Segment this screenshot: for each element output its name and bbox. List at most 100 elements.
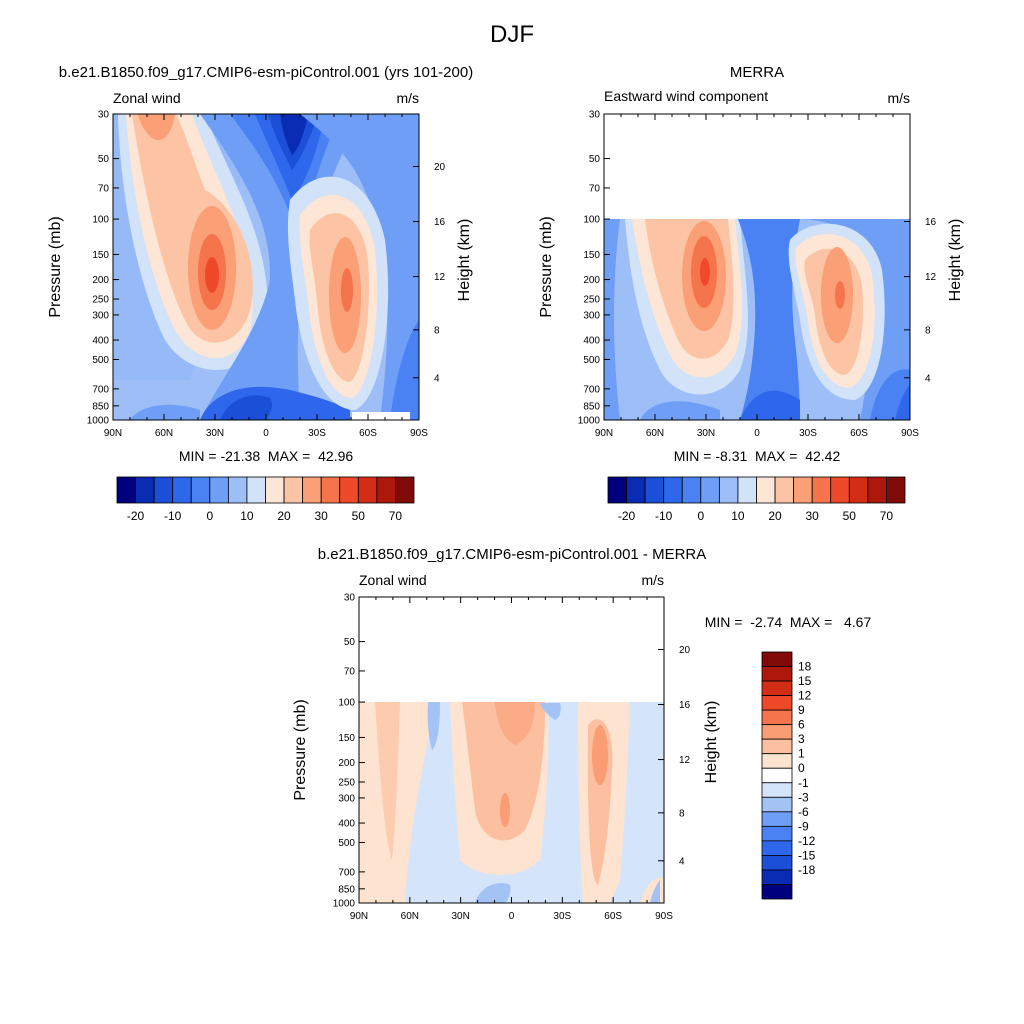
panel-diff-xtick-label: 60S xyxy=(604,911,622,922)
panel-obs-xtick-label: 30N xyxy=(697,428,715,439)
panel-obs-colorbar-box xyxy=(848,476,869,504)
panel-diff-colorbar-box xyxy=(761,724,793,740)
panel-obs-colorbar-box xyxy=(886,476,906,504)
panel-diff-xtick-label: 0 xyxy=(509,911,515,922)
panel-diff-title: b.e21.B1850.f09_g17.CMIP6-esm-piControl.… xyxy=(318,546,707,563)
panel-obs-xtick-label: 90S xyxy=(901,428,919,439)
panel-obs-colorbar-label: 70 xyxy=(880,509,894,523)
page-title: DJF xyxy=(490,21,534,48)
panel-model-xtick-label: 90N xyxy=(104,428,122,439)
panel-model-xtick-label: 30S xyxy=(308,428,326,439)
panel-model-htick-label: 16 xyxy=(434,217,446,228)
panel-diff-colorbar-box xyxy=(761,753,793,769)
panel-obs: MERRA Eastward wind component m/s xyxy=(538,64,964,523)
panel-diff-colorbar-box xyxy=(761,680,793,696)
panel-obs-ytick-label: 400 xyxy=(583,336,600,347)
panel-diff-htick-label: 16 xyxy=(679,700,691,711)
panel-model-colorbar-box xyxy=(339,476,359,504)
panel-diff-ytick-label: 1000 xyxy=(333,899,356,910)
panel-model-xtick-label: 90S xyxy=(410,428,428,439)
panel-obs-xtick-label: 30S xyxy=(799,428,817,439)
panel-obs-ytick-label: 250 xyxy=(583,295,600,306)
panel-obs-colorbar-box xyxy=(644,476,665,504)
panel-diff-right-string: m/s xyxy=(641,572,664,588)
panel-model-colorbar-box xyxy=(265,476,285,504)
panel-obs-xtick-label: 60S xyxy=(850,428,868,439)
panel-model-ytick-label: 400 xyxy=(92,336,109,347)
panel-obs-ytick-label: 70 xyxy=(589,183,601,194)
panel-model-htick-label: 12 xyxy=(434,272,446,283)
panel-obs-colorbar-label: 20 xyxy=(768,509,782,523)
panel-diff-colorbar-box xyxy=(761,840,793,856)
panel-diff-colorbar-box xyxy=(761,796,793,813)
panel-model-ytick-label: 30 xyxy=(98,110,110,121)
panel-model-htick-label: 8 xyxy=(434,325,440,336)
panel-model-left-string: Zonal wind xyxy=(113,90,181,106)
panel-diff-colorbar-label: -18 xyxy=(798,863,816,877)
panel-obs-colorbar-label: 30 xyxy=(806,509,820,523)
panel-model-colorbar-label: 0 xyxy=(206,509,213,523)
panel-obs-ytick-label: 150 xyxy=(583,250,600,261)
panel-obs-colorbar: -20 -10 0 10 20 30 50 70 xyxy=(607,476,906,523)
panel-obs-xtick-label: 60N xyxy=(646,428,664,439)
panel-model-colorbar-box xyxy=(320,476,341,504)
panel-diff-colorbar-box xyxy=(761,767,793,784)
panel-diff-colorbar-label: 1 xyxy=(798,747,805,761)
panel-diff-ytick-label: 30 xyxy=(344,593,356,604)
panel-obs-field xyxy=(604,219,910,420)
panel-diff-xtick-label: 30S xyxy=(553,911,571,922)
panel-model-ytick-label: 150 xyxy=(92,250,109,261)
panel-model-ylabel: Pressure (mb) xyxy=(47,216,64,317)
panel-diff-htick-label: 4 xyxy=(679,856,685,867)
panel-model-xtick-label: 30N xyxy=(206,428,224,439)
panel-model-title: b.e21.B1850.f09_g17.CMIP6-esm-piControl.… xyxy=(59,64,473,81)
panel-diff-colorbar-label: -1 xyxy=(798,776,809,790)
panel-diff-colorbar-box xyxy=(761,782,793,798)
panel-model-colorbar-box xyxy=(209,476,229,504)
panel-diff-xtick-label: 60N xyxy=(401,911,419,922)
panel-model-colorbar-box xyxy=(190,476,211,504)
panel-model-ylabel-right: Height (km) xyxy=(456,219,473,302)
panel-diff-xtick-label: 90S xyxy=(655,911,673,922)
panel-diff-left-string: Zonal wind xyxy=(359,572,427,588)
panel-diff-colorbar-label: -15 xyxy=(798,848,816,862)
panel-obs-htick-label: 12 xyxy=(925,272,937,283)
panel-model-colorbar: -20 -10 0 10 20 30 50 70 xyxy=(116,476,415,523)
panel-model-xtick-label: 60S xyxy=(359,428,377,439)
panel-obs-htick-label: 4 xyxy=(925,373,931,384)
panel-model: b.e21.B1850.f09_g17.CMIP6-esm-piControl.… xyxy=(47,64,473,523)
panel-diff-ytick-label: 250 xyxy=(338,778,355,789)
panel-obs-colorbar-box xyxy=(700,476,720,504)
panel-obs-colorbar-box xyxy=(718,476,739,504)
panel-model-colorbar-box xyxy=(302,476,322,504)
panel-obs-ytick-label: 850 xyxy=(583,401,600,412)
panel-diff-colorbar-label: -9 xyxy=(798,819,809,833)
panel-obs-title: MERRA xyxy=(730,64,784,81)
panel-diff-colorbar-box xyxy=(761,651,793,667)
panel-diff-colorbar-box xyxy=(761,666,793,682)
panel-diff-ytick-label: 700 xyxy=(338,867,355,878)
panel-diff-colorbar-box xyxy=(761,709,793,726)
panel-diff-ytick-label: 400 xyxy=(338,819,355,830)
panel-diff-colorbar-label: 18 xyxy=(798,660,812,674)
panel-model-ytick-label: 250 xyxy=(92,295,109,306)
panel-obs-minmax: MIN = -8.31 MAX = 42.42 xyxy=(674,448,841,464)
panel-obs-colorbar-box xyxy=(663,476,683,504)
panel-obs-ytick-label: 200 xyxy=(583,275,600,286)
panel-model-ytick-label: 50 xyxy=(98,154,110,165)
panel-diff-htick-label: 12 xyxy=(679,755,691,766)
panel-model-xtick-label: 60N xyxy=(155,428,173,439)
panel-diff-colorbar-box xyxy=(761,738,793,755)
panel-obs-colorbar-label: 50 xyxy=(843,509,857,523)
panel-diff: b.e21.B1850.f09_g17.CMIP6-esm-piControl.… xyxy=(292,546,871,922)
panel-diff-ytick-label: 500 xyxy=(338,838,355,849)
panel-diff-htick-label: 8 xyxy=(679,808,685,819)
panel-diff-ylabel: Pressure (mb) xyxy=(292,699,309,800)
panel-model-colorbar-label: 30 xyxy=(315,509,329,523)
panel-model-colorbar-box xyxy=(357,476,378,504)
panel-model-xtick-label: 0 xyxy=(263,428,269,439)
panel-diff-colorbar-label: -12 xyxy=(798,834,816,848)
panel-diff-colorbar-box xyxy=(761,825,793,842)
panel-diff-xtick-label: 90N xyxy=(350,911,368,922)
